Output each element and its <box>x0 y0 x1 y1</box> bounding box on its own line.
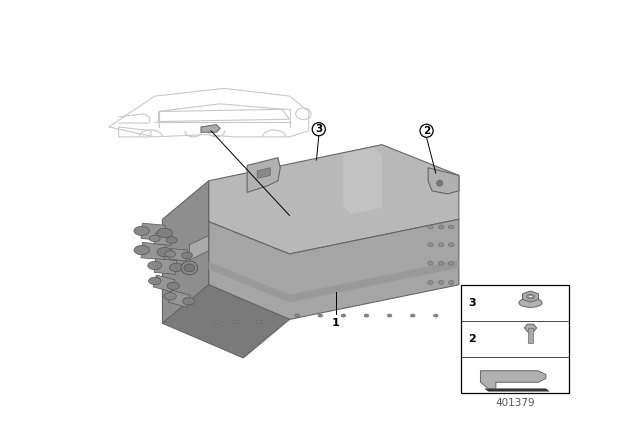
Polygon shape <box>481 371 546 388</box>
Ellipse shape <box>341 314 346 317</box>
Ellipse shape <box>428 261 433 265</box>
Text: 401379: 401379 <box>495 398 535 408</box>
Ellipse shape <box>164 251 175 257</box>
Ellipse shape <box>428 225 433 229</box>
Ellipse shape <box>234 320 238 323</box>
Polygon shape <box>154 258 177 274</box>
Polygon shape <box>153 275 175 292</box>
Polygon shape <box>189 236 209 260</box>
Polygon shape <box>344 148 382 214</box>
Polygon shape <box>524 324 537 332</box>
Polygon shape <box>257 168 270 178</box>
Ellipse shape <box>149 235 160 242</box>
Polygon shape <box>170 249 188 261</box>
Ellipse shape <box>428 280 433 284</box>
Ellipse shape <box>166 237 177 243</box>
Ellipse shape <box>182 252 193 258</box>
Ellipse shape <box>449 280 454 284</box>
Text: 3: 3 <box>315 124 323 134</box>
Text: 2: 2 <box>423 126 430 136</box>
Polygon shape <box>163 285 289 358</box>
Bar <box>461 285 569 392</box>
Ellipse shape <box>433 314 438 317</box>
Ellipse shape <box>438 243 444 247</box>
Polygon shape <box>154 233 172 246</box>
Ellipse shape <box>428 243 433 247</box>
Text: 1: 1 <box>332 318 340 328</box>
Ellipse shape <box>184 264 195 271</box>
Polygon shape <box>168 290 190 307</box>
Polygon shape <box>428 168 459 194</box>
Text: 3: 3 <box>468 298 476 308</box>
Circle shape <box>436 180 443 186</box>
Polygon shape <box>484 388 550 392</box>
Circle shape <box>312 123 325 136</box>
Polygon shape <box>209 220 459 319</box>
Ellipse shape <box>164 293 176 300</box>
Ellipse shape <box>438 261 444 265</box>
Polygon shape <box>141 223 165 241</box>
Polygon shape <box>247 158 280 192</box>
Ellipse shape <box>157 247 172 257</box>
Ellipse shape <box>148 277 161 284</box>
Ellipse shape <box>449 225 454 229</box>
Ellipse shape <box>318 314 323 317</box>
Ellipse shape <box>449 261 454 265</box>
Ellipse shape <box>529 295 532 298</box>
Ellipse shape <box>170 263 183 271</box>
Ellipse shape <box>134 226 149 236</box>
Polygon shape <box>201 125 220 132</box>
Bar <box>528 328 533 343</box>
Ellipse shape <box>438 225 444 229</box>
Polygon shape <box>163 181 209 323</box>
Ellipse shape <box>181 261 198 275</box>
Ellipse shape <box>257 320 261 323</box>
Ellipse shape <box>182 297 195 305</box>
Ellipse shape <box>134 246 149 255</box>
Ellipse shape <box>410 314 415 317</box>
Ellipse shape <box>438 280 444 284</box>
Text: 2: 2 <box>468 334 476 344</box>
Ellipse shape <box>527 294 534 299</box>
Ellipse shape <box>148 261 162 270</box>
Circle shape <box>420 124 433 137</box>
Ellipse shape <box>519 298 542 307</box>
Ellipse shape <box>295 314 300 317</box>
Ellipse shape <box>214 320 219 323</box>
Ellipse shape <box>157 228 172 237</box>
Ellipse shape <box>364 314 369 317</box>
Ellipse shape <box>387 314 392 317</box>
Polygon shape <box>522 291 538 302</box>
Ellipse shape <box>167 282 179 289</box>
Polygon shape <box>209 145 459 254</box>
Polygon shape <box>141 242 165 260</box>
Polygon shape <box>209 260 459 302</box>
Ellipse shape <box>449 243 454 247</box>
